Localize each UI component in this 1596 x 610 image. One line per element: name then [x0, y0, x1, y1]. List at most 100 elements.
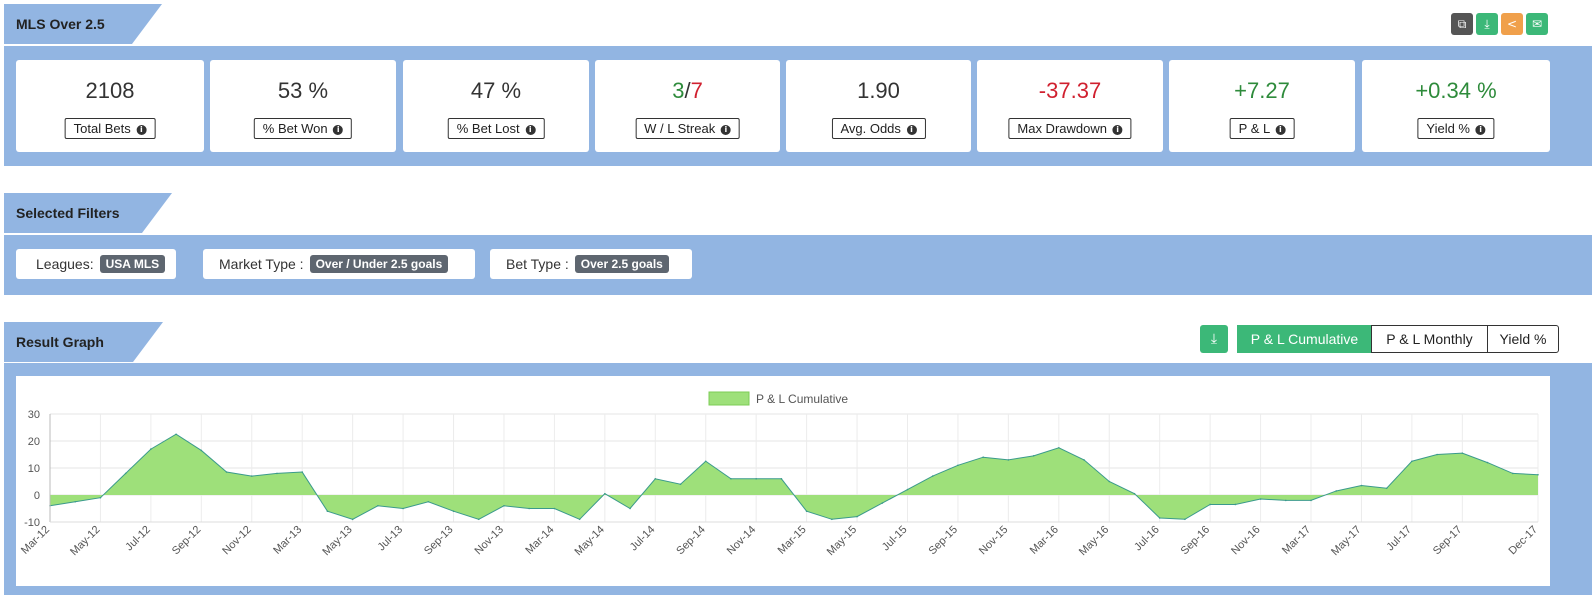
- tab-decoration: [132, 4, 162, 44]
- stat-value: 47 %: [470, 78, 522, 103]
- x-tick-label: Nov-13: [473, 524, 507, 558]
- stat-label-text: Max Drawdown: [1017, 121, 1107, 136]
- stat-card-yield: +0.34 % Yield % i: [1362, 60, 1550, 152]
- stat-label-text: % Bet Won: [262, 121, 328, 136]
- copy-icon[interactable]: ⧉: [1451, 13, 1473, 35]
- x-tick-label: Sep-17: [1431, 524, 1465, 558]
- x-tick-label: Jul-15: [880, 524, 910, 554]
- x-tick-label: Mar-15: [776, 524, 809, 557]
- stat-card-max-drawdown: -37.37 Max Drawdown i: [977, 60, 1163, 152]
- data-point: [225, 471, 228, 473]
- x-tick-label: Sep-16: [1179, 524, 1213, 558]
- x-tick-label: May-12: [68, 524, 102, 558]
- filter-leagues: Leagues: USA MLS: [16, 249, 176, 279]
- data-point: [906, 488, 909, 491]
- data-point: [679, 483, 682, 485]
- data-point: [1310, 499, 1312, 502]
- y-tick-label: 0: [34, 490, 40, 502]
- data-point: [1486, 461, 1489, 464]
- data-point: [528, 507, 530, 510]
- stat-card-bet-won: 53 % % Bet Won i: [210, 60, 396, 152]
- graph-download-icon[interactable]: ⤓: [1200, 325, 1228, 353]
- data-point: [856, 515, 858, 518]
- stat-label[interactable]: % Bet Lost i: [447, 118, 545, 139]
- stat-label[interactable]: P & L i: [1229, 118, 1295, 139]
- data-point: [1133, 492, 1136, 495]
- data-point: [931, 475, 934, 477]
- data-point: [629, 507, 631, 510]
- streak-loss-value: 7: [690, 78, 703, 103]
- tab-yield[interactable]: Yield %: [1487, 325, 1559, 353]
- x-tick-label: Nov-14: [725, 524, 759, 558]
- email-icon[interactable]: ✉: [1526, 13, 1548, 35]
- info-icon: i: [525, 124, 536, 135]
- data-point: [831, 518, 833, 521]
- series-line: [49, 433, 1539, 520]
- stat-label[interactable]: Yield % i: [1417, 118, 1495, 139]
- data-point: [704, 460, 707, 463]
- x-tick-label: Jul-16: [1132, 524, 1162, 554]
- stat-value: 2108: [85, 78, 135, 103]
- data-point: [1007, 459, 1010, 461]
- data-point: [200, 449, 203, 452]
- data-point: [654, 478, 657, 480]
- stat-value: 1.90: [857, 78, 900, 103]
- data-point: [150, 448, 152, 450]
- data-point: [1184, 518, 1186, 521]
- data-point: [124, 472, 127, 475]
- stat-label-text: P & L: [1238, 121, 1270, 136]
- grid-layer: [49, 413, 1539, 523]
- x-tick-label: May-15: [825, 524, 859, 558]
- chart-legend: P & L Cumulative: [708, 391, 848, 406]
- y-tick-label: 20: [28, 436, 40, 448]
- stat-label[interactable]: Total Bets i: [64, 118, 156, 139]
- filter-market-type: Market Type : Over / Under 2.5 goals: [203, 249, 475, 279]
- stat-value: +7.27: [1234, 78, 1290, 103]
- stat-label[interactable]: W / L Streak i: [635, 118, 740, 139]
- data-point: [301, 471, 304, 473]
- y-tick-label: 10: [28, 463, 40, 475]
- stat-card-pl: +7.27 P & L i: [1169, 60, 1355, 152]
- filter-tag: USA MLS: [99, 255, 166, 273]
- stat-value: -37.37: [1038, 78, 1102, 103]
- data-point: [351, 518, 354, 521]
- tab-pl-cumulative[interactable]: P & L Cumulative: [1237, 325, 1372, 353]
- tab-decoration: [142, 193, 172, 233]
- x-tick-label: Mar-16: [1028, 524, 1061, 557]
- section-header-tab: MLS Over 2.5: [4, 4, 162, 44]
- share-icon[interactable]: <: [1501, 13, 1523, 35]
- stat-label[interactable]: Avg. Odds i: [831, 118, 926, 139]
- info-icon: i: [1275, 124, 1286, 135]
- x-tick-label: Sep-13: [422, 524, 456, 558]
- data-point: [604, 492, 606, 495]
- info-icon: i: [136, 124, 147, 135]
- tab-pl-monthly[interactable]: P & L Monthly: [1371, 325, 1488, 353]
- stat-value: +0.34 %: [1415, 78, 1497, 103]
- x-tick-label: Sep-12: [170, 524, 204, 558]
- stat-label[interactable]: % Bet Won i: [253, 118, 353, 139]
- data-point: [377, 505, 379, 507]
- result-chart: 30 20 10 0 -10 Mar-12 May-12 Jul-12 Sep-12 Nov-12…: [16, 376, 1550, 586]
- stat-value: 53 %: [277, 78, 329, 103]
- data-point: [1411, 460, 1413, 463]
- data-point: [477, 518, 480, 521]
- data-point: [99, 496, 102, 499]
- filter-tag: Over / Under 2.5 goals: [309, 255, 449, 273]
- x-tick-label: Mar-14: [523, 524, 556, 557]
- x-tick-label: Jul-14: [628, 524, 658, 554]
- x-tick-label: Jul-12: [123, 524, 153, 554]
- x-tick-label: Nov-12: [220, 524, 254, 558]
- x-tick-label: Sep-14: [674, 524, 708, 558]
- stat-label[interactable]: Max Drawdown i: [1008, 118, 1132, 139]
- stat-value: 3/7: [595, 78, 780, 104]
- data-point: [452, 510, 455, 512]
- data-point: [1032, 455, 1035, 457]
- data-point: [578, 518, 581, 521]
- stats-panel: 2108 Total Bets i 53 % % Bet Won i 47 % …: [4, 46, 1592, 166]
- download-icon[interactable]: ⤓: [1476, 13, 1498, 35]
- stat-card-total-bets: 2108 Total Bets i: [16, 60, 204, 152]
- x-tick-label: Mar-17: [1280, 524, 1313, 557]
- x-tick-label: Jul-13: [376, 524, 406, 554]
- stat-card-avg-odds: 1.90 Avg. Odds i: [786, 60, 971, 152]
- data-point: [1158, 517, 1161, 519]
